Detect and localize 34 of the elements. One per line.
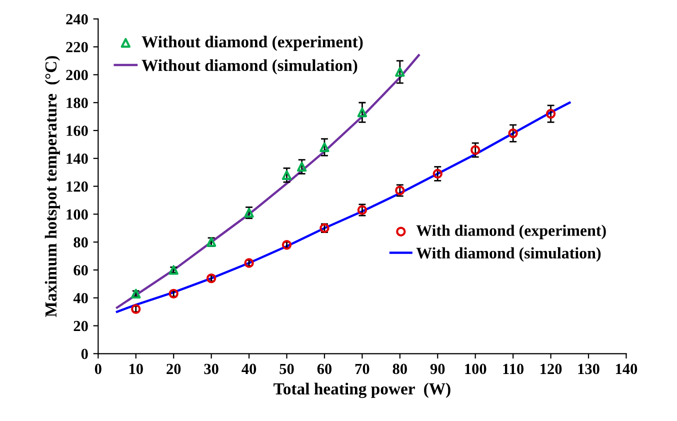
x-tick-label: 120 — [540, 364, 562, 374]
x-tick-label: 10 — [129, 364, 143, 374]
legend-label: With diamond (experiment) — [416, 224, 606, 240]
x-axis-title: Total heating power (W) — [274, 382, 450, 398]
x-tick-label: 80 — [392, 364, 407, 374]
x-tick-label: 40 — [242, 364, 256, 374]
x-tick-label: 20 — [166, 364, 181, 374]
y-axis-title: Maximum hotspot temperature (°C) — [44, 56, 60, 317]
y-tick-label: 160 — [66, 126, 88, 136]
x-tick-label: 130 — [578, 364, 600, 374]
x-tick-label: 100 — [465, 364, 486, 374]
y-tick-label: 20 — [74, 320, 88, 332]
y-tick-label: 120 — [66, 181, 88, 192]
legend-label: Without diamond (experiment) — [142, 36, 363, 51]
x-tick-label: 110 — [503, 364, 524, 374]
y-tick-label: 60 — [74, 265, 88, 276]
y-tick-label: 200 — [66, 70, 88, 80]
y-tick-label: 0 — [81, 348, 88, 360]
y-tick-label: 240 — [66, 14, 88, 24]
y-tick-label: 140 — [66, 154, 88, 164]
y-tick-label: 220 — [66, 42, 88, 52]
y-tick-label: 40 — [73, 293, 88, 304]
x-tick-label: 70 — [355, 364, 370, 374]
y-tick-label: 80 — [74, 237, 88, 248]
x-tick-label: 140 — [616, 364, 638, 374]
x-tick-label: 50 — [280, 364, 294, 374]
x-tick-label: 0 — [94, 364, 102, 374]
x-tick-label: 30 — [204, 364, 218, 374]
legend-label: With diamond (simulation) — [416, 247, 601, 262]
legend-label: Without diamond (simulation) — [142, 59, 358, 74]
y-tick-label: 100 — [66, 209, 88, 220]
x-tick-label: 90 — [430, 364, 445, 374]
x-tick-label: 60 — [317, 364, 332, 374]
y-tick-label: 180 — [66, 98, 88, 108]
